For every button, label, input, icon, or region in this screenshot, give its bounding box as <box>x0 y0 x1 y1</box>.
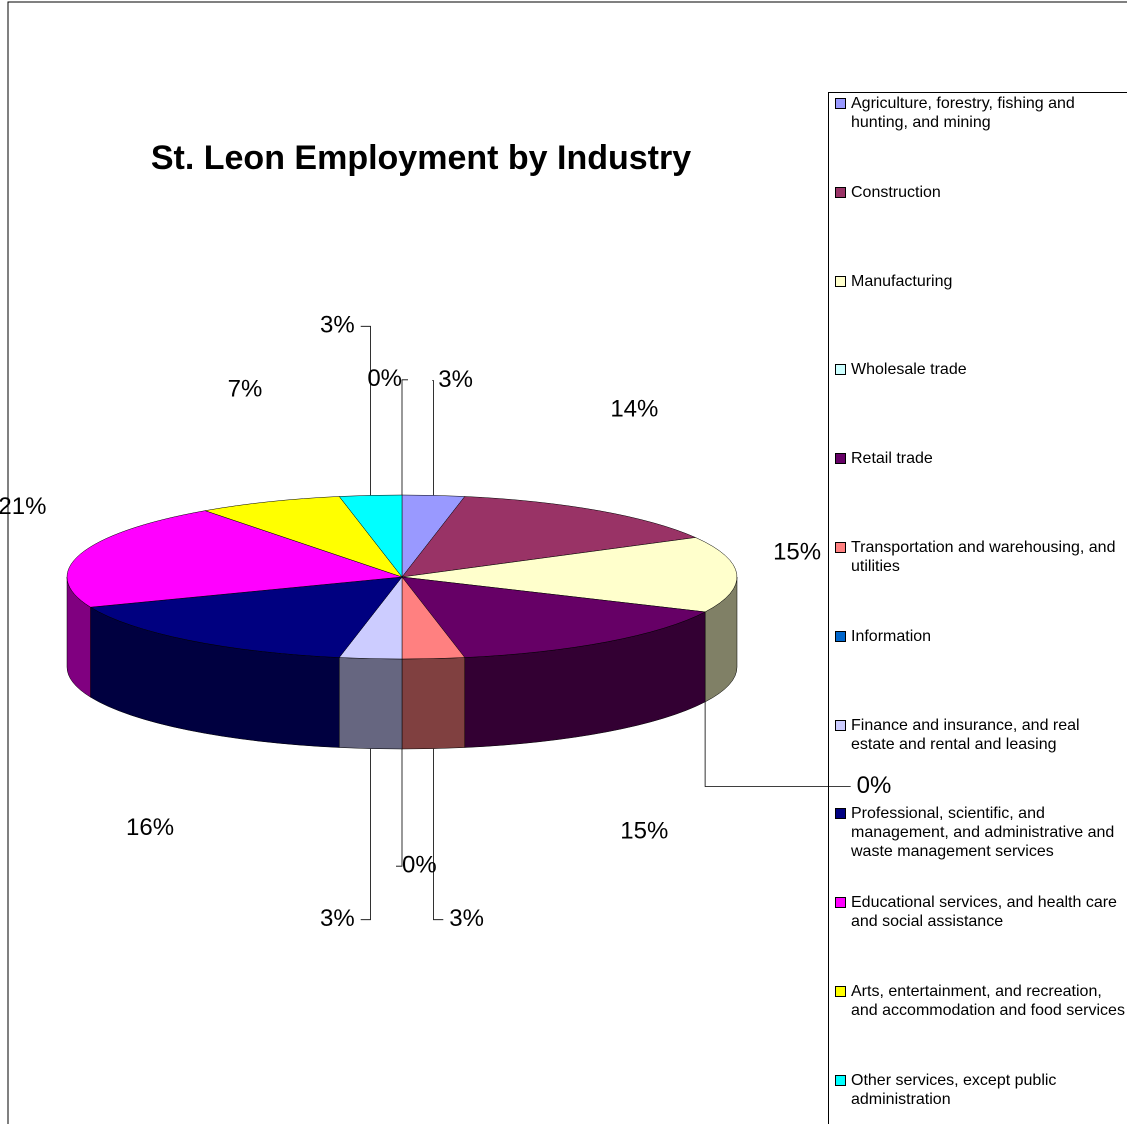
legend-item: Construction <box>835 183 1125 202</box>
data-label: 7% <box>228 376 263 403</box>
pie-slice-side <box>338 657 403 750</box>
legend-swatch <box>835 719 846 731</box>
legend-swatch <box>835 630 846 642</box>
pie-labels: 3% 14% 15% 0% 15% 3% 0% 3% 16% 21% 7% 3% 0% <box>0 312 891 932</box>
pie-slice <box>401 537 738 613</box>
legend-label: Educational services, and health care an… <box>851 894 1117 931</box>
leader-line <box>396 749 403 867</box>
data-label: 0% <box>857 772 892 799</box>
data-label: 16% <box>126 814 174 841</box>
legend-label: Other services, except public administra… <box>851 1071 1057 1108</box>
pie-slice-side <box>401 657 466 750</box>
leader-line <box>704 701 851 787</box>
legend-swatch <box>835 986 846 997</box>
leader-line <box>433 748 444 921</box>
data-label: 15% <box>773 539 821 566</box>
data-label: 15% <box>620 818 668 845</box>
legend-label: Finance and insurance, and real estate a… <box>851 716 1080 753</box>
legend-item: Retail trade <box>835 449 1125 468</box>
pie-slice <box>89 576 403 658</box>
legend-item: Arts, entertainment, and recreation, and… <box>835 982 1125 1020</box>
chart-title: St. Leon Employment by Industry <box>151 139 691 177</box>
legend-item: Finance and insurance, and real estate a… <box>835 716 1125 754</box>
data-label: 21% <box>0 493 46 520</box>
pie-slice <box>66 510 403 608</box>
legend-label: Information <box>851 627 932 645</box>
legend-item: Educational services, and health care an… <box>835 893 1125 931</box>
leader-line <box>360 325 371 496</box>
pie-sides <box>66 576 738 750</box>
legend-item: Professional, scientific, and management… <box>835 804 1125 861</box>
leader-line <box>401 379 408 495</box>
legend-label: Retail trade <box>851 450 933 468</box>
legend-swatch <box>835 808 846 820</box>
legend-swatch <box>835 98 846 109</box>
data-label: 0% <box>367 365 402 392</box>
legend-swatch <box>835 364 846 376</box>
legend-swatch <box>835 1074 846 1086</box>
legend-label: Arts, entertainment, and recreation, and… <box>851 983 1125 1019</box>
legend-label: Agriculture, forestry, fishing and hunti… <box>851 95 1075 131</box>
legend-swatch <box>835 897 846 909</box>
data-label: 3% <box>320 312 355 339</box>
legend: Agriculture, forestry, fishing and hunti… <box>828 92 1127 1124</box>
legend-swatch <box>835 186 846 198</box>
data-label: 3% <box>320 905 355 932</box>
data-label: 3% <box>449 905 484 932</box>
legend-item: Manufacturing <box>835 272 1125 291</box>
leader-line <box>360 748 371 921</box>
legend-label: Professional, scientific, and management… <box>851 805 1115 861</box>
chart-border <box>7 1 1127 1124</box>
legend-item: Information <box>835 627 1125 646</box>
pie-tops <box>66 494 738 660</box>
pie-slice <box>401 496 697 578</box>
legend-label: Wholesale trade <box>851 361 967 379</box>
leader-line <box>432 380 434 496</box>
legend-swatch <box>835 275 846 287</box>
legend-label: Manufacturing <box>851 272 953 290</box>
legend-item: Other services, except public administra… <box>835 1071 1125 1109</box>
data-label: 14% <box>610 396 658 423</box>
data-label: 0% <box>402 852 437 879</box>
data-label: 3% <box>438 366 473 393</box>
legend-item: Wholesale trade <box>835 360 1125 379</box>
legend-label: Construction <box>851 183 941 201</box>
legend-swatch <box>835 453 846 465</box>
pie-slice <box>401 576 706 658</box>
legend-label: Transportation and warehousing, and util… <box>851 539 1116 575</box>
legend-item: Transportation and warehousing, and util… <box>835 538 1125 576</box>
pie-slice <box>205 496 403 578</box>
legend-swatch <box>835 542 846 553</box>
legend-item: Agriculture, forestry, fishing and hunti… <box>835 94 1125 132</box>
